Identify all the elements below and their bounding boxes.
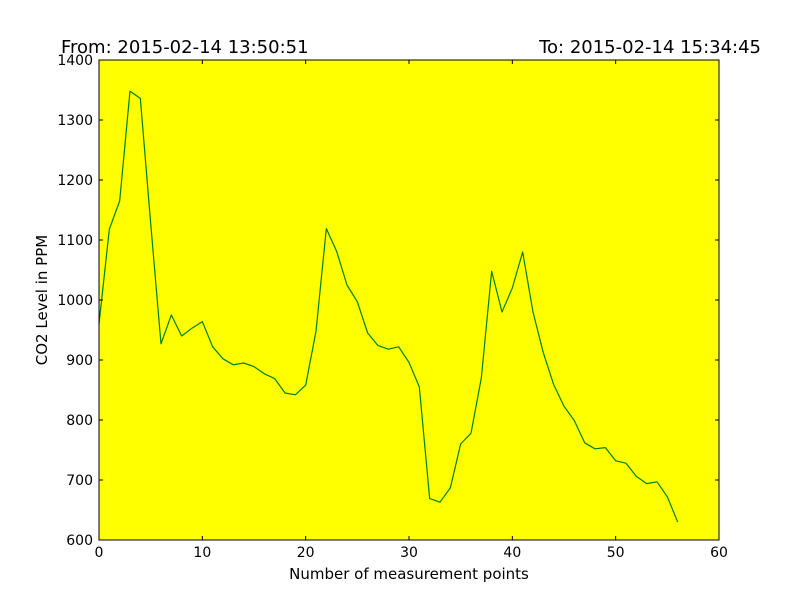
x-tick-label: 10: [193, 545, 211, 561]
x-axis-title: Number of measurement points: [289, 565, 529, 583]
y-tick-label: 1400: [57, 53, 93, 69]
y-tick-label: 1200: [57, 173, 93, 189]
y-tick-label: 600: [66, 533, 93, 549]
y-tick-label: 900: [66, 353, 93, 369]
x-tick-label: 50: [607, 545, 625, 561]
y-axis: 600 700 800 900 1000 1100 1200 1300 1400: [57, 53, 719, 549]
y-tick-label: 1100: [57, 233, 93, 249]
y-tick-label: 800: [66, 413, 93, 429]
x-tick-label: 40: [503, 545, 521, 561]
x-tick-label: 0: [95, 545, 104, 561]
x-tick-label: 20: [297, 545, 315, 561]
y-tick-label: 1000: [57, 293, 93, 309]
y-tick-label: 700: [66, 473, 93, 489]
x-tick-label: 60: [710, 545, 728, 561]
x-tick-label: 30: [400, 545, 418, 561]
series-layer: [98, 90, 679, 523]
y-axis-title: CO2 Level in PPM: [33, 235, 51, 365]
plot-area: [99, 60, 719, 540]
co2-series-line: [98, 90, 679, 523]
y-tick-label: 1300: [57, 113, 93, 129]
x-axis: 0 10 20 30 40 50 60: [95, 60, 728, 561]
from-timestamp: From: 2015-02-14 13:50:51: [61, 37, 309, 58]
to-timestamp: To: 2015-02-14 15:34:45: [538, 37, 761, 58]
